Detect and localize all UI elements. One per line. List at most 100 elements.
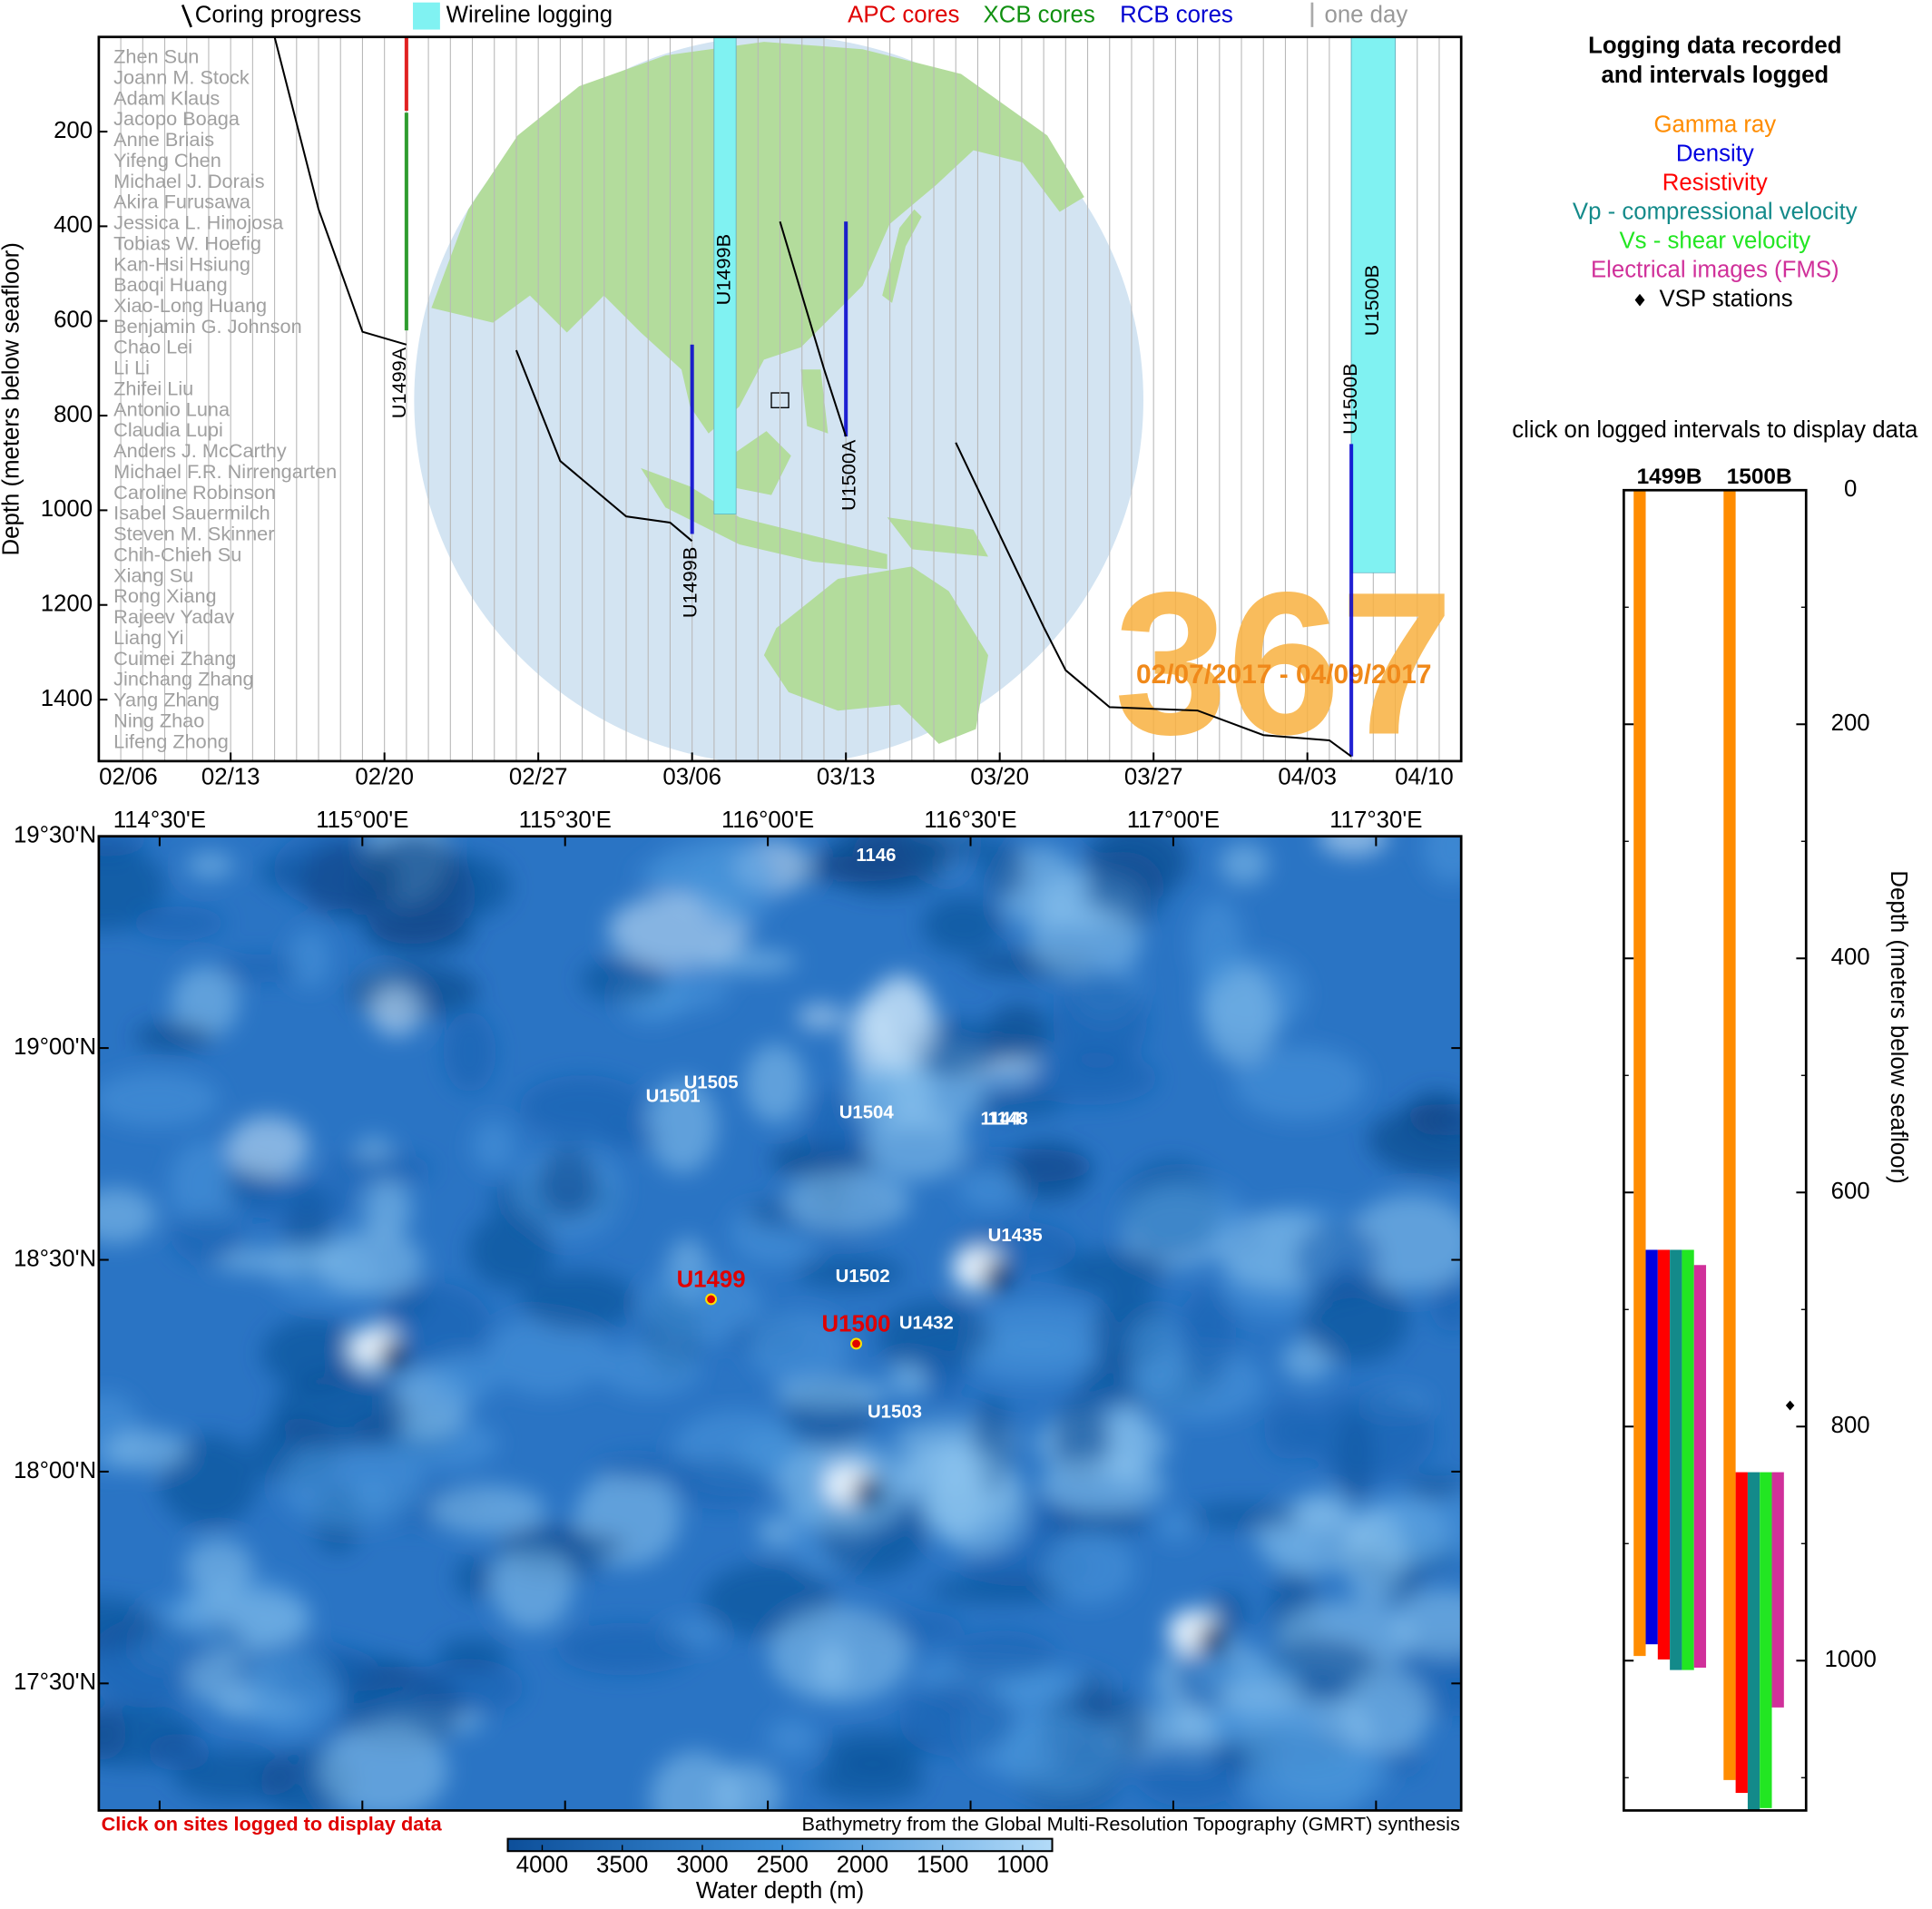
bathymetry-blob	[1263, 1401, 1316, 1460]
participant-name: Jacopo Boaga	[113, 107, 240, 130]
bathymetry-blob	[889, 1362, 928, 1397]
bathymetry-blob	[1305, 1391, 1435, 1482]
bathymetry-blob	[1191, 897, 1244, 990]
participant-name: Joann M. Stock	[113, 65, 250, 88]
logged-interval-bar[interactable]	[1693, 1265, 1707, 1669]
site-label: U1502	[836, 1267, 890, 1287]
bathymetry-blob	[745, 1043, 806, 1123]
expedition-number: 367	[1114, 550, 1454, 777]
bathymetry-blob	[928, 1576, 1072, 1604]
bathymetry-blob	[967, 1333, 1097, 1383]
logged-interval-bar[interactable]	[1645, 1249, 1658, 1645]
participant-name: Li Li	[113, 357, 150, 379]
bathymetry-blob	[1046, 1504, 1151, 1537]
bathymetry-blob	[982, 840, 1027, 899]
logged-interval-bar[interactable]	[1682, 1249, 1694, 1670]
bathymetry-blob	[581, 957, 668, 1003]
bathymetry-blob	[1301, 1276, 1409, 1364]
bathymetry-blob	[596, 1454, 703, 1483]
bathymetry-blob	[1157, 1509, 1195, 1542]
core-interval	[1349, 444, 1354, 757]
logged-site-marker[interactable]	[705, 1293, 718, 1306]
vsp-station	[1785, 1400, 1795, 1411]
category-label: 1500B	[1727, 465, 1792, 489]
logged-interval-bar[interactable]	[1670, 1249, 1682, 1670]
lon-tick-label: 116°00'E	[721, 808, 814, 833]
bathymetry-blob	[217, 954, 299, 983]
map-frame	[97, 835, 1463, 1812]
hole-label: U1500B	[1339, 363, 1361, 434]
x-tick-label: 04/10	[1395, 765, 1454, 790]
y-tick-label: 1400	[41, 686, 93, 711]
bathymetry-map: 114°30'E 115°00'E 115°30'E 116°00'E 116°30'E…	[14, 808, 1463, 1904]
participant-name: Anne Briais	[113, 128, 214, 151]
bathymetry-blob	[519, 1075, 647, 1139]
site-label: 1144	[981, 1109, 1022, 1129]
bathymetry-blob	[186, 851, 235, 879]
legend-label: Wireline logging	[446, 2, 613, 27]
x-tick-label: 02/06	[99, 765, 158, 790]
map-note: Click on sites logged to display data	[102, 1812, 443, 1835]
logged-interval-bar[interactable]	[1723, 490, 1736, 1780]
logging-interval[interactable]	[713, 36, 737, 514]
y-tick-label: 600	[54, 308, 93, 333]
land-australia	[763, 566, 988, 744]
bathymetry-blob	[1342, 1508, 1407, 1605]
bathymetry-blob	[647, 1079, 718, 1174]
bathymetry-blob	[1023, 1051, 1158, 1105]
participant-name: Cuimei Zhang	[113, 647, 236, 670]
bathymetry-blob	[471, 1119, 517, 1172]
legend-vsp-swatch	[1634, 293, 1645, 307]
legend-label: Vp - compressional velocity	[1573, 199, 1858, 224]
lon-tick-label: 117°30'E	[1329, 808, 1422, 833]
lon-tick-label: 116°30'E	[924, 808, 1016, 833]
bathymetry-blob	[922, 896, 1005, 955]
bathymetry-blob	[133, 1022, 215, 1052]
participant-name: Yifeng Chen	[113, 149, 221, 171]
bathymetry-blob	[1037, 1458, 1168, 1513]
participant-name: Yang Zhang	[113, 689, 220, 711]
logging-interval[interactable]	[1350, 36, 1396, 573]
y-tick-label: 400	[54, 212, 93, 238]
participant-name: Isabel Sauermilch	[113, 502, 270, 524]
bathymetry-blob	[319, 1229, 424, 1297]
bathymetry-blob	[774, 1376, 890, 1409]
bathymetry-blob	[98, 1706, 199, 1767]
logged-interval-bar[interactable]	[1760, 1472, 1772, 1808]
bathymetry-blob	[784, 1170, 911, 1232]
bathymetry-blob	[368, 836, 461, 913]
bathymetry-blob	[486, 1315, 608, 1395]
logged-interval-bar[interactable]	[1747, 1472, 1760, 1811]
bathymetry-blob	[807, 1088, 867, 1167]
y-tick-label: 200	[54, 118, 93, 143]
logged-site-marker[interactable]	[850, 1337, 862, 1350]
logged-interval-bar[interactable]	[1735, 1472, 1748, 1794]
logged-interval-bar[interactable]	[1633, 490, 1646, 1657]
site-label: U1504	[839, 1102, 895, 1122]
y-tick-label: 1200	[41, 592, 93, 617]
bathymetry-blob	[538, 1145, 598, 1218]
participant-name: Ning Zhao	[113, 709, 204, 731]
logging-label: U1500B	[1360, 265, 1383, 336]
bathymetry-blob	[714, 1762, 782, 1811]
bathymetry-blob	[556, 1622, 694, 1676]
logged-site-label[interactable]: U1500	[822, 1311, 891, 1336]
y-tick-label: 800	[1831, 1413, 1870, 1438]
lon-tick-label: 114°30'E	[113, 808, 206, 833]
site-label: 1148	[988, 1109, 1028, 1129]
logging-chart: Logging data recorded and intervals logge…	[1512, 33, 1918, 1812]
hole-label: U1499A	[387, 347, 410, 418]
logged-interval-bar[interactable]	[1771, 1472, 1784, 1708]
participant-name: Chih-Chieh Su	[113, 543, 241, 565]
bathymetry-blob	[812, 1757, 926, 1803]
hole-label: U1500A	[838, 439, 860, 511]
y-tick-label: 400	[1831, 945, 1870, 970]
bathymetry-blob	[1006, 1141, 1091, 1201]
legend-label: Coring progress	[195, 2, 361, 27]
participant-name: Claudia Lupi	[113, 418, 223, 441]
logged-interval-bar[interactable]	[1657, 1249, 1671, 1659]
logged-site-label[interactable]: U1499	[677, 1267, 746, 1292]
bathymetry-blob	[769, 1606, 911, 1703]
bathymetry-blob	[98, 1597, 159, 1652]
